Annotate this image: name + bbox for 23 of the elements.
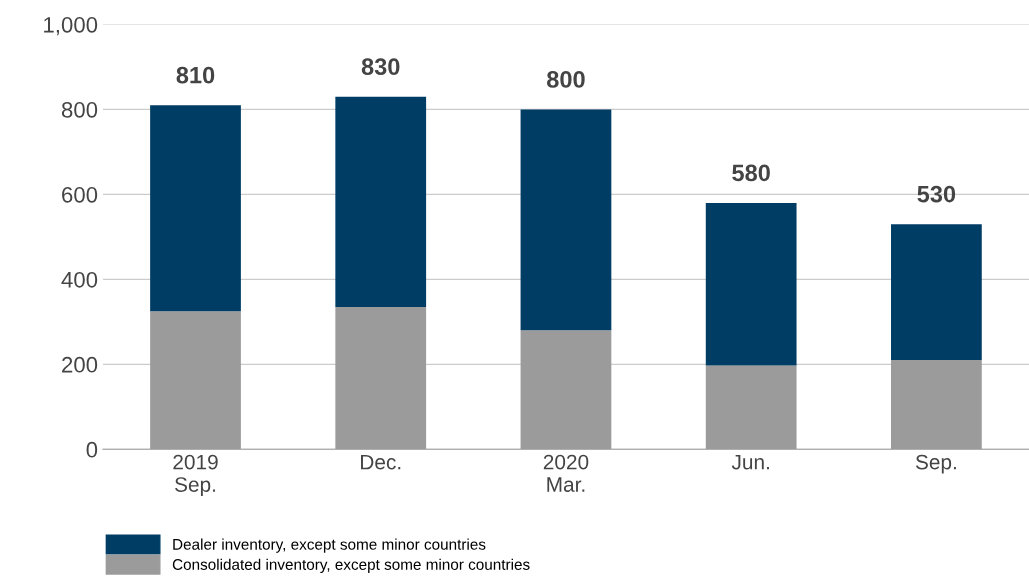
legend-label: Dealer inventory, except some minor countries xyxy=(173,538,486,553)
total-label: 530 xyxy=(917,185,956,203)
total-label: 800 xyxy=(547,71,585,88)
x-tick-label: 2019 Sep. xyxy=(173,454,218,497)
y-tick-label: 600 xyxy=(62,186,98,203)
total-label: 830 xyxy=(361,58,400,76)
y-tick-label: 200 xyxy=(62,356,98,373)
y-tick-label: 800 xyxy=(61,101,98,118)
bar xyxy=(335,96,427,307)
x-tick-label: Sep. xyxy=(915,454,956,474)
x-tick-label: Jun. xyxy=(731,454,769,470)
y-tick-label: 400 xyxy=(61,271,98,288)
bar xyxy=(705,202,797,366)
legend-label: Consolidated inventory, except some minor countries xyxy=(172,558,530,573)
y-tick-label: 1,000 xyxy=(44,16,98,36)
x-tick-label: Dec. xyxy=(361,454,401,470)
x-tick-label: 2020 Mar. xyxy=(543,454,589,492)
total-label: 810 xyxy=(176,66,215,84)
bar xyxy=(891,224,982,361)
bar xyxy=(150,105,241,312)
total-label: 580 xyxy=(732,164,770,182)
bar xyxy=(520,109,612,331)
y-tick-label: 0 xyxy=(86,441,98,458)
